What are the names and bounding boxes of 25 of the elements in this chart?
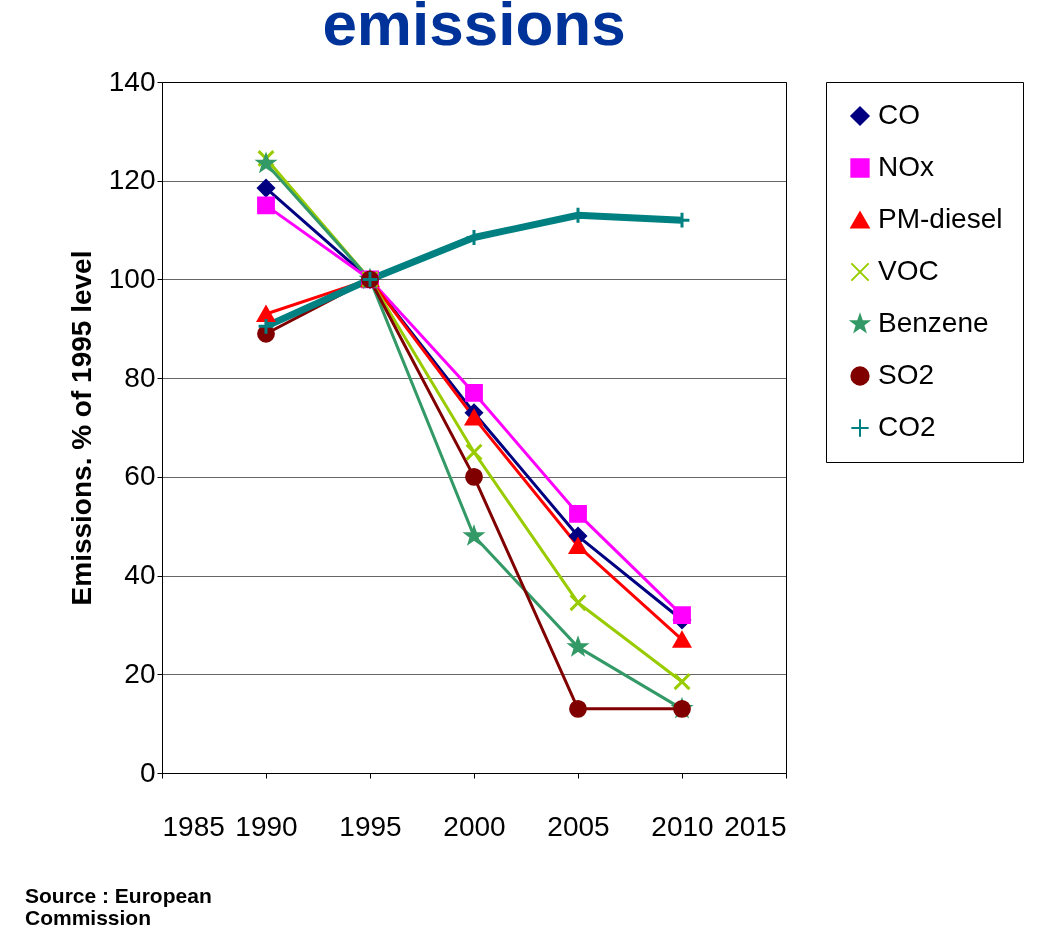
y-tick-label: 20 [124, 657, 156, 689]
y-axis-title: Emissions. % of 1995 level [65, 250, 97, 606]
y-tick-label: 60 [124, 460, 156, 492]
y-tick-label: 0 [139, 756, 156, 788]
y-tick-label: 140 [108, 65, 156, 97]
chart-title: emissions [322, 0, 626, 58]
legend-label: SO2 [878, 359, 935, 390]
legend-label: NOx [878, 151, 934, 182]
y-tick-label: 40 [124, 559, 156, 591]
y-tick-label: 120 [108, 164, 156, 196]
legend-label: VOC [878, 255, 939, 286]
x-tick-label: 2000 [443, 810, 506, 842]
y-tick-label: 80 [124, 361, 156, 393]
source-note: Source : European Commission [25, 884, 213, 929]
y-tick-label: 100 [108, 262, 156, 294]
legend-label: Benzene [878, 307, 989, 338]
x-tick-label: 1995 [339, 810, 402, 842]
legend-label: PM-diesel [878, 203, 1003, 234]
legend-label: CO [878, 99, 920, 130]
x-tick-label: 2005 [547, 810, 610, 842]
x-tick-label: 2010 [651, 810, 714, 842]
x-tick-label: 1990 [235, 810, 298, 842]
legend-label: CO2 [878, 411, 936, 442]
x-tick-label: 1985 [162, 810, 225, 842]
x-tick-label: 2015 [724, 810, 787, 842]
